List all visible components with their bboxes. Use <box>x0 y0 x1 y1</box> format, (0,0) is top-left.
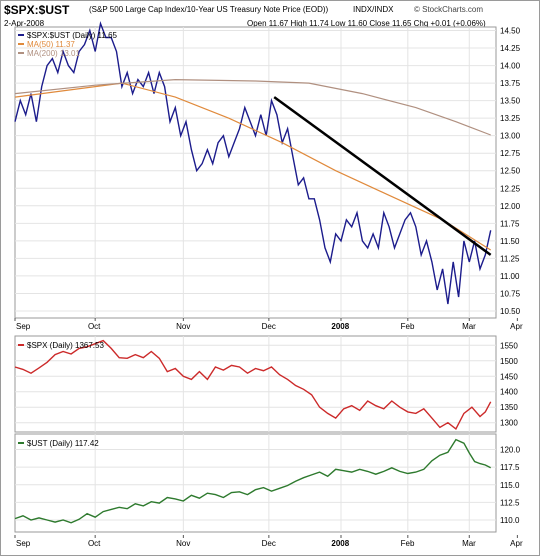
x-axis-label: Feb <box>401 539 415 548</box>
stockcharts-credit: © StockCharts.com <box>414 5 484 14</box>
ratio-ytick-label: 13.25 <box>500 114 521 123</box>
chart-symbol: $SPX:$UST <box>4 3 70 17</box>
ratio-panel-border <box>14 26 497 319</box>
ust-series-line-0 <box>14 438 492 524</box>
ratio-ytick-label: 12.25 <box>500 184 521 193</box>
x-axis-label: Nov <box>176 322 190 331</box>
chart-description: (S&P 500 Large Cap Index/10-Year US Trea… <box>89 5 329 14</box>
spx-series-line-0 <box>14 339 492 430</box>
ratio-ytick-label: 11.75 <box>500 219 520 228</box>
chart-date: 2-Apr-2008 <box>4 19 45 28</box>
ratio-ytick-label: 11.50 <box>500 237 520 246</box>
x-axis-label: Dec <box>262 322 276 331</box>
x-axis-label: Apr <box>510 322 523 331</box>
x-axis-label: Mar <box>462 322 476 331</box>
x-axis-label: Oct <box>88 322 101 331</box>
ratio-legend-label-2: MA(200) 13.01 <box>27 49 80 58</box>
ratio-legend-label-0: $SPX:$UST (Daily) 11.65 <box>27 31 118 40</box>
exchange-label: INDX/INDX <box>353 5 394 14</box>
spx-ytick-label: 1550 <box>500 341 518 350</box>
ratio-ytick-label: 10.75 <box>500 289 521 298</box>
ust-legend-label-0: $UST (Daily) 117.42 <box>27 439 99 448</box>
x-axis-label: Sep <box>16 322 31 331</box>
x-axis-label: Oct <box>88 539 101 548</box>
ratio-ytick-label: 13.75 <box>500 79 521 88</box>
x-axis-label: Feb <box>401 322 415 331</box>
ratio-ytick-label: 10.50 <box>500 307 521 316</box>
x-axis-label: Mar <box>462 539 476 548</box>
spx-ytick-label: 1400 <box>500 388 518 397</box>
ratio-ytick-label: 12.00 <box>500 202 521 211</box>
ratio-ytick-label: 13.50 <box>500 97 521 106</box>
x-axis-label: 2008 <box>331 539 349 548</box>
ratio-trendline <box>273 96 492 256</box>
ust-ytick-label: 117.5 <box>500 463 520 472</box>
ratio-legend-label-1: MA(50) 11.37 <box>27 40 75 49</box>
x-axis-label: Nov <box>176 539 190 548</box>
ratio-ytick-label: 14.00 <box>500 62 521 71</box>
ust-ytick-label: 120.0 <box>500 446 521 455</box>
ratio-ytick-label: 12.50 <box>500 167 521 176</box>
ust-ytick-label: 115.0 <box>500 481 520 490</box>
spx-ytick-label: 1300 <box>500 419 518 428</box>
ratio-series-line-2 <box>14 78 491 136</box>
ratio-ytick-label: 14.25 <box>500 44 521 53</box>
ust-ytick-label: 110.0 <box>500 516 520 525</box>
spx-ytick-label: 1350 <box>500 403 518 412</box>
ratio-ytick-label: 13.00 <box>500 132 521 141</box>
spx-ytick-label: 1450 <box>500 372 518 381</box>
ratio-ytick-label: 11.00 <box>500 272 520 281</box>
x-axis-label: Dec <box>262 539 276 548</box>
ust-panel-border <box>14 433 497 533</box>
spx-ytick-label: 1500 <box>500 357 518 366</box>
ohlc-readout: Open 11.67 High 11.74 Low 11.60 Close 11… <box>247 19 486 28</box>
ratio-ytick-label: 14.50 <box>500 27 521 36</box>
ust-ytick-label: 112.5 <box>500 498 520 507</box>
ratio-ytick-label: 12.75 <box>500 149 521 158</box>
x-axis-label: 2008 <box>331 322 349 331</box>
spx-panel-border <box>14 335 497 433</box>
x-axis-label: Sep <box>16 539 31 548</box>
ratio-ytick-label: 11.25 <box>500 254 520 263</box>
ratio-series-line-1 <box>14 82 492 251</box>
spx-legend-label-0: $SPX (Daily) 1367.53 <box>27 341 104 350</box>
x-axis-label: Apr <box>510 539 523 548</box>
